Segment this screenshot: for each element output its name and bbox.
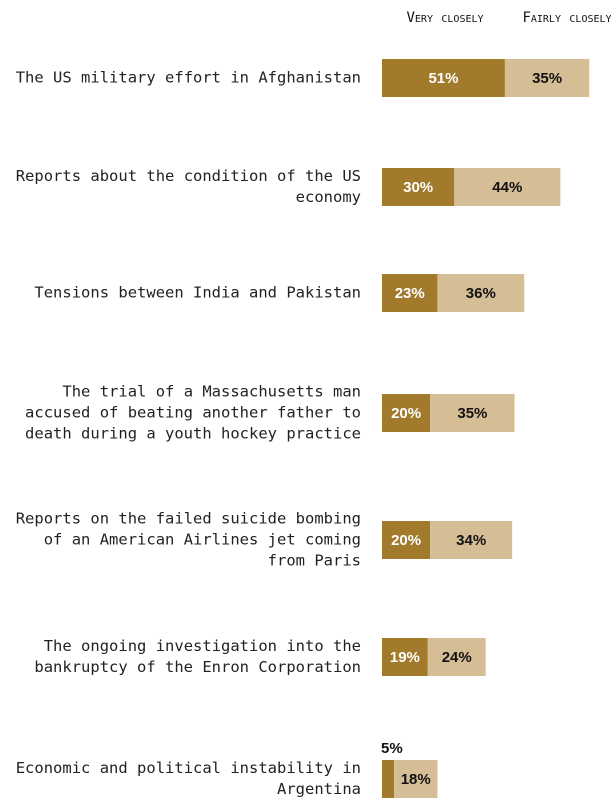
bar-segment bbox=[382, 59, 505, 97]
value-label: 30% bbox=[403, 179, 433, 196]
bar-segment bbox=[382, 638, 428, 676]
value-label: 19% bbox=[390, 649, 420, 666]
bar-segment bbox=[382, 394, 431, 432]
value-label: 51% bbox=[428, 70, 458, 87]
value-label: 23% bbox=[395, 285, 425, 302]
bar-segment bbox=[382, 521, 431, 559]
bar-segment bbox=[430, 521, 513, 559]
bar-segment bbox=[430, 394, 515, 432]
category-label: The trial of a Massachusetts man accused… bbox=[25, 382, 361, 443]
bar-segment bbox=[394, 760, 438, 798]
bar-segment bbox=[382, 168, 455, 206]
value-label: 20% bbox=[391, 405, 421, 422]
value-label: 44% bbox=[492, 179, 522, 196]
value-label: 18% bbox=[401, 771, 431, 788]
bar-segment bbox=[454, 168, 561, 206]
legend-label: Very closely bbox=[406, 10, 484, 26]
category-label: The US military effort in Afghanistan bbox=[15, 68, 361, 87]
category-label: Reports about the condition of the US ec… bbox=[15, 167, 361, 206]
value-label: 34% bbox=[456, 532, 486, 549]
value-label: 35% bbox=[532, 70, 562, 87]
category-label: Reports on the failed suicide bombing of… bbox=[15, 509, 361, 570]
bar-segment bbox=[437, 274, 525, 312]
bar-segment bbox=[504, 59, 590, 97]
value-label: 5% bbox=[381, 740, 403, 757]
category-label: Tensions between India and Pakistan bbox=[34, 283, 361, 302]
value-label: 24% bbox=[442, 649, 472, 666]
value-label: 35% bbox=[457, 405, 487, 422]
bar-segment bbox=[382, 760, 395, 798]
category-label: The ongoing investigation into the bankr… bbox=[34, 637, 361, 676]
bar-segment bbox=[427, 638, 486, 676]
value-label: 36% bbox=[466, 285, 496, 302]
bar-segment bbox=[382, 274, 438, 312]
value-label: 20% bbox=[391, 532, 421, 549]
category-label: Economic and political instability in Ar… bbox=[15, 759, 361, 798]
legend-label: Fairly closely bbox=[522, 10, 611, 26]
